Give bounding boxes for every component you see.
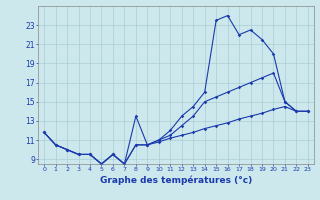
X-axis label: Graphe des températures (°c): Graphe des températures (°c) [100, 175, 252, 185]
